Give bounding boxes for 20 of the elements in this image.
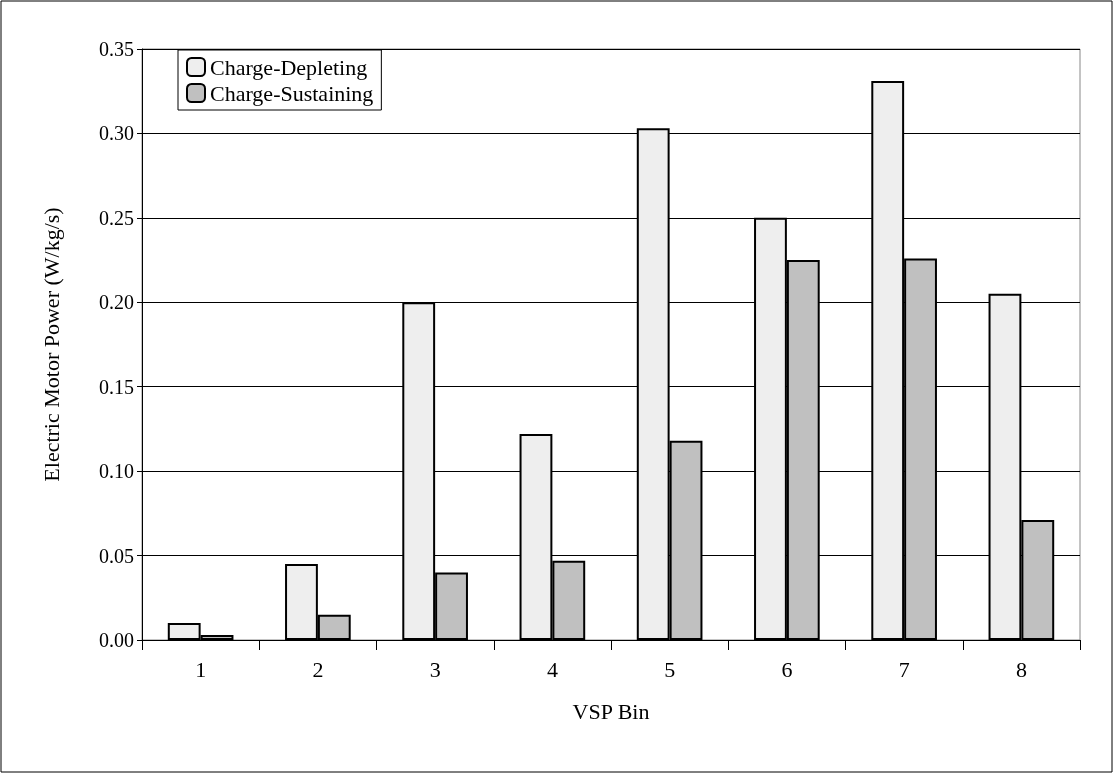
y-tick-label: 0.30	[99, 122, 134, 145]
x-tick-label: 2	[312, 656, 324, 682]
x-tick-label: 7	[898, 656, 910, 682]
y-tick-label: 0.25	[99, 206, 134, 229]
x-tick-label: 8	[1015, 656, 1027, 682]
y-axis-title: Electric Motor Power (W/kg/s)	[38, 207, 64, 482]
x-tick-label: 1	[195, 656, 207, 682]
x-tick-label: 3	[429, 656, 441, 682]
legend-label: Charge-Depleting	[210, 54, 368, 80]
y-tick-label: 0.00	[99, 629, 134, 651]
y-tick-label: 0.15	[99, 375, 134, 398]
x-tick-label: 5	[664, 656, 676, 682]
x-axis-title: VSP Bin	[572, 698, 650, 724]
x-tick-label: 6	[781, 656, 793, 682]
y-tick-label: 0.05	[99, 544, 134, 567]
x-tick-label: 4	[546, 656, 558, 682]
y-tick-label: 0.35	[99, 38, 134, 60]
y-tick-label: 0.10	[99, 460, 134, 483]
legend-label: Charge-Sustaining	[210, 80, 374, 106]
y-tick-label: 0.20	[99, 291, 134, 314]
